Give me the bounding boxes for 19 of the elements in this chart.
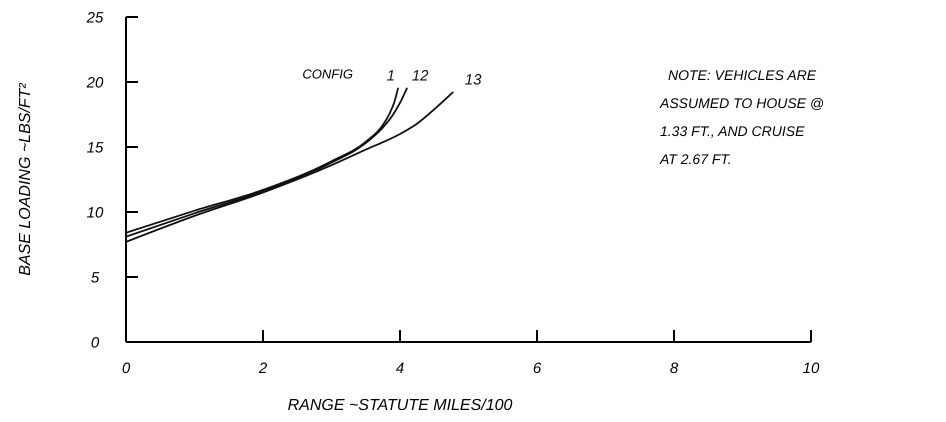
series-label: 1: [386, 68, 395, 84]
series-label: 13: [464, 71, 482, 88]
x-tick-label: 10: [802, 360, 820, 377]
x-tick-label: 6: [532, 360, 542, 377]
series-label: 12: [412, 68, 430, 84]
y-tick-label: 20: [86, 74, 104, 92]
annotation: NOTE: VEHICLES ARE ASSUMED TO HOUSE @ 1.33 FT., AND CRUISE AT 2.67 FT.: [659, 67, 824, 167]
x-axis-title: RANGE ~STATUTE MILES/100: [288, 397, 512, 414]
y-tick-label: 15: [86, 139, 104, 156]
y-axis-title: BASE LOADING ~LBS/FT²: [17, 82, 34, 276]
y-tick-label: 5: [90, 269, 100, 286]
x-tick-label: 4: [396, 360, 404, 377]
x-tick-label: 2: [258, 360, 268, 377]
legend-title: CONFIG: [302, 66, 353, 82]
y-tick-label: 10: [86, 204, 104, 222]
y-tick-label: 25: [86, 9, 104, 26]
x-tick-label: 8: [670, 360, 679, 377]
y-tick-label: 0: [90, 334, 100, 352]
x-tick-label: 0: [122, 360, 131, 377]
